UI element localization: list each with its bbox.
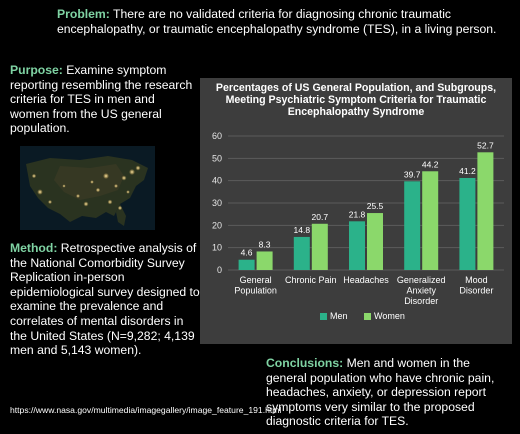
y-tick-label: 20 xyxy=(212,220,222,230)
category-label: Headaches xyxy=(343,275,389,285)
data-label: 21.8 xyxy=(349,209,366,219)
y-tick-label: 60 xyxy=(212,131,222,141)
category-label: Anxiety xyxy=(406,286,436,296)
bar-chart-panel: Percentages of US General Population, an… xyxy=(200,78,512,344)
bar-men xyxy=(293,236,310,270)
data-label: 39.7 xyxy=(404,169,421,179)
bar-men xyxy=(238,259,255,270)
bar-men xyxy=(459,177,476,270)
purpose-heading: Purpose: xyxy=(10,63,63,77)
bar-men xyxy=(349,221,365,270)
legend-label-women: Women xyxy=(374,311,405,321)
data-label: 20.7 xyxy=(312,212,329,222)
problem-statement: Problem: There are no validated criteria… xyxy=(57,7,507,36)
category-label: General xyxy=(240,275,272,285)
category-label: Generalized xyxy=(397,275,446,285)
method-text: Retrospective analysis of the National C… xyxy=(10,241,200,358)
us-night-map-image xyxy=(20,146,155,230)
bar-women xyxy=(422,171,439,270)
y-tick-label: 30 xyxy=(212,198,222,208)
y-tick-label: 0 xyxy=(217,265,222,275)
bar-women xyxy=(367,213,383,270)
category-label: Population xyxy=(234,286,277,296)
category-label: Disorder xyxy=(404,296,438,306)
conclusions-heading: Conclusions: xyxy=(266,356,344,370)
problem-text: There are no validated criteria for diag… xyxy=(57,7,497,36)
bar-women xyxy=(477,152,494,270)
y-tick-label: 10 xyxy=(212,243,222,253)
data-label: 25.5 xyxy=(367,201,384,211)
city-lights xyxy=(31,165,141,211)
data-label: 8.3 xyxy=(259,239,271,249)
bar-men xyxy=(404,181,421,270)
legend-swatch-women xyxy=(364,313,371,320)
y-tick-label: 40 xyxy=(212,176,222,186)
method-heading: Method: xyxy=(10,241,58,255)
conclusions-text: Men and women in the general population … xyxy=(266,356,495,429)
y-tick-label: 50 xyxy=(212,153,222,163)
bar-women xyxy=(311,223,328,270)
bar-women xyxy=(256,251,273,270)
legend-swatch-men xyxy=(320,313,327,320)
data-label: 41.2 xyxy=(459,166,476,176)
data-label: 4.6 xyxy=(241,248,253,258)
data-label: 14.8 xyxy=(294,225,311,235)
legend-label-men: Men xyxy=(330,311,348,321)
conclusions-statement: Conclusions: Men and women in the genera… xyxy=(266,356,512,429)
chart-title: Percentages of US General Population, an… xyxy=(215,82,497,119)
purpose-statement: Purpose: Examine symptom reporting resem… xyxy=(10,63,195,136)
image-credit-url: https://www.nasa.gov/multimedia/imagegal… xyxy=(10,405,282,415)
category-label: Chronic Pain xyxy=(285,275,337,285)
data-label: 52.7 xyxy=(477,140,494,150)
method-statement: Method: Retrospective analysis of the Na… xyxy=(10,241,200,358)
us-map-illustration xyxy=(20,146,155,230)
data-label: 44.2 xyxy=(422,159,439,169)
problem-heading: Problem: xyxy=(57,7,110,21)
category-label: Mood xyxy=(465,275,488,285)
category-label: Disorder xyxy=(459,286,493,296)
purpose-text: Examine symptom reporting resembling the… xyxy=(10,63,193,136)
